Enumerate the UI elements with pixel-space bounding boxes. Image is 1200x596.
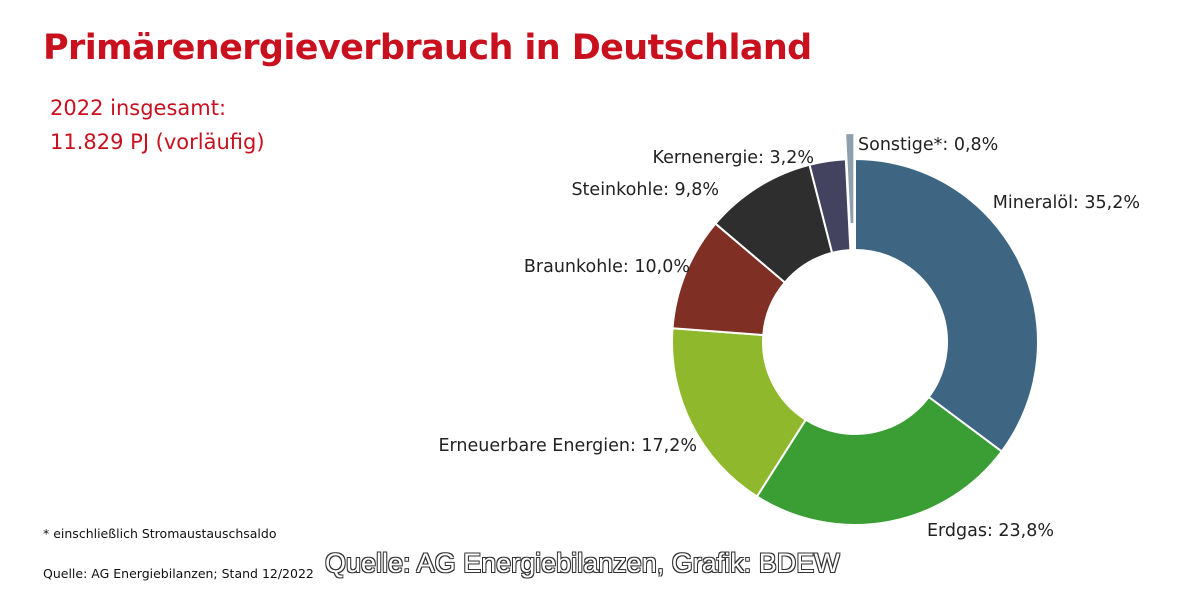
slice-kernenergie (808, 158, 852, 255)
slice-label-erdgas: Erdgas: 23,8% (927, 521, 1054, 541)
chart-title: Primärenergieverbrauch in Deutschland (43, 28, 812, 68)
total-value: 11.829 PJ (vorläufig) (50, 130, 265, 154)
slice-label-kernenergie: Kernenergie: 3,2% (652, 148, 814, 168)
slice-labels: Mineralöl: 35,2% Erdgas: 23,8% Erneuerba… (438, 135, 1140, 541)
slice-label-sonstige: Sonstige*: 0,8% (858, 135, 998, 155)
slice-mineralöl (854, 157, 1039, 453)
slice-erneuerbare-energien (671, 327, 808, 498)
slice-label-mineraloel: Mineralöl: 35,2% (993, 193, 1140, 213)
slice-label-braunkohle: Braunkohle: 10,0% (524, 257, 690, 277)
footnote: * einschließlich Stromaustauschsaldo (43, 526, 277, 541)
source-note: Quelle: AG Energiebilanzen; Stand 12/202… (43, 566, 314, 581)
slice-label-steinkohle: Steinkohle: 9,8% (571, 180, 719, 200)
slice-label-erneuerbare: Erneuerbare Energien: 17,2% (438, 436, 697, 456)
total-label: 2022 insgesamt: (50, 96, 227, 120)
slice-erdgas (755, 395, 1004, 526)
slice-sonstige (844, 132, 856, 226)
donut-slices (671, 132, 1039, 526)
image-credit-overlay: Quelle: AG Energiebilanzen, Grafik: BDEW (325, 548, 840, 578)
